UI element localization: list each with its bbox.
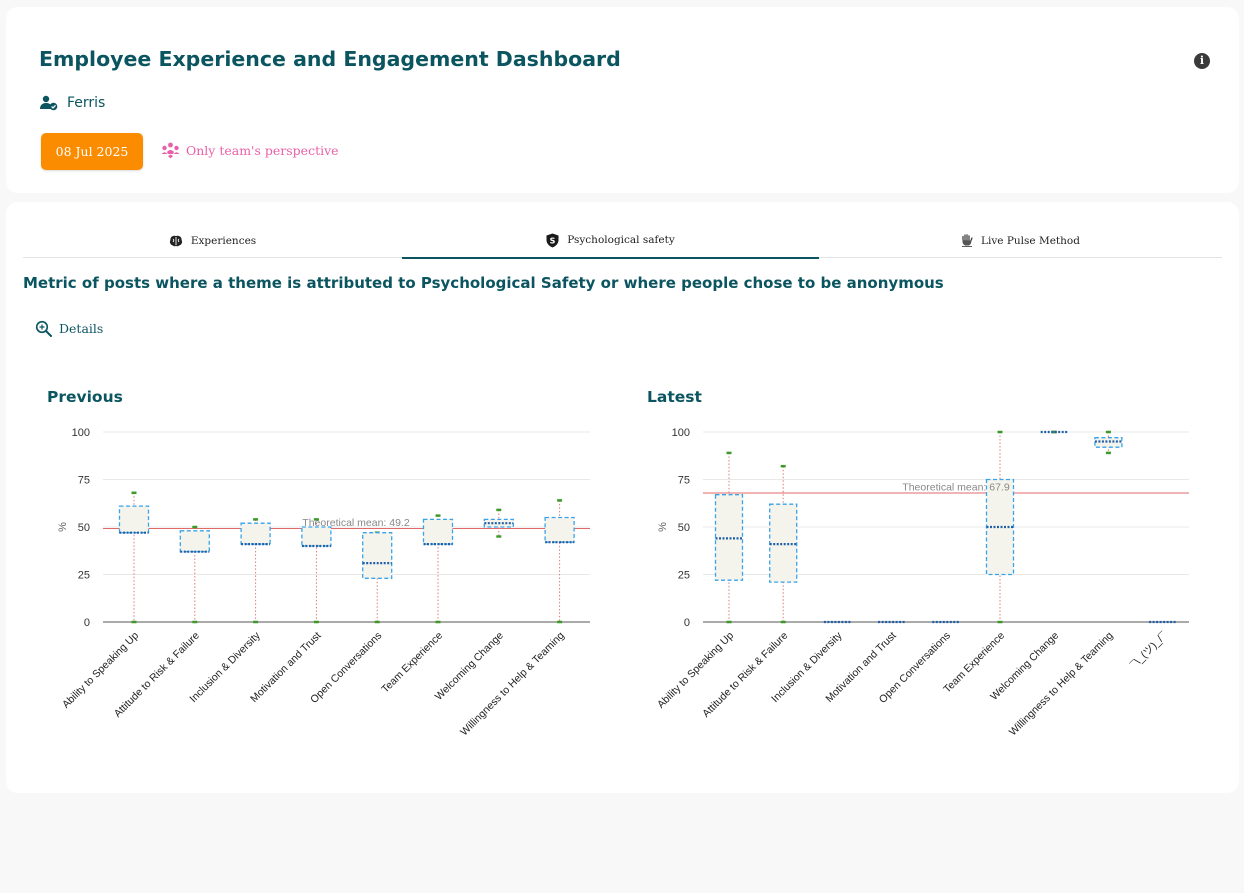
team-icon [161,142,180,159]
previous-box [179,530,210,553]
previous-box [362,532,393,579]
latest-y-tick-label: 75 [678,475,690,487]
previous-chart-title: Previous [47,388,123,406]
hand-icon [962,234,973,247]
latest-y-tick-label: 100 [672,427,690,439]
tab-label: Live Pulse Method [981,234,1080,247]
previous-box [301,526,332,547]
team-perspective-toggle[interactable]: Only team's perspective [161,142,339,159]
main-card: Experiences S Psychological safety Live … [6,202,1239,793]
previous-mean-label: Theoretical mean: 49.2 [302,517,410,529]
latest-y-tick-label: 50 [678,522,690,534]
zoom-search-icon [35,320,52,337]
tab-label: Psychological safety [567,234,675,246]
perspective-label: Only team's perspective [186,143,339,158]
details-button[interactable]: Details [35,320,103,337]
previous-y-tick-label: 100 [72,427,90,439]
latest-chart-title: Latest [647,388,702,406]
user-row: Ferris [40,95,105,111]
shield-icon: S [546,233,559,247]
info-icon[interactable]: i [1194,53,1210,69]
tab-label: Experiences [190,234,257,247]
previous-box [118,505,150,534]
previous-category-label: Willingness to Help & Teaming [458,630,567,739]
previous-box [422,518,454,545]
svg-text:S: S [550,236,556,245]
latest-mean-label: Theoretical mean: 67.9 [902,481,1010,493]
tab-psychological-safety[interactable]: S Psychological safety [402,223,819,259]
latest-y-tick-label: 0 [684,617,690,629]
tab-bar: Experiences S Psychological safety Live … [23,223,1222,259]
page-title: Employee Experience and Engagement Dashb… [39,47,621,71]
latest-y-tick-label: 25 [678,570,690,582]
latest-y-axis-label: % [657,522,669,532]
previous-y-tick-label: 0 [84,617,90,629]
tab-live-pulse-method[interactable]: Live Pulse Method [819,223,1222,258]
previous-box [544,516,575,543]
latest-category-label: Willingness to Help & Teaming [1007,630,1116,739]
header-card: Employee Experience and Engagement Dashb… [6,7,1239,193]
section-subtitle: Metric of posts where a theme is attribu… [23,274,944,292]
previous-category-label: Team Experience [379,630,445,696]
previous-y-tick-label: 50 [78,522,90,534]
previous-y-axis-label: % [57,522,69,532]
latest-category-label: ¯\_(ツ)_/¯ [1128,629,1170,671]
previous-y-tick-label: 75 [78,475,90,487]
previous-box [240,522,271,545]
brain-icon [169,235,182,246]
previous-y-tick-label: 25 [78,570,90,582]
user-name: Ferris [67,95,106,111]
details-label: Details [59,321,104,336]
tab-experiences[interactable]: Experiences [23,223,402,258]
user-check-icon [40,95,58,111]
date-button[interactable]: 08 Jul 2025 [41,133,143,170]
